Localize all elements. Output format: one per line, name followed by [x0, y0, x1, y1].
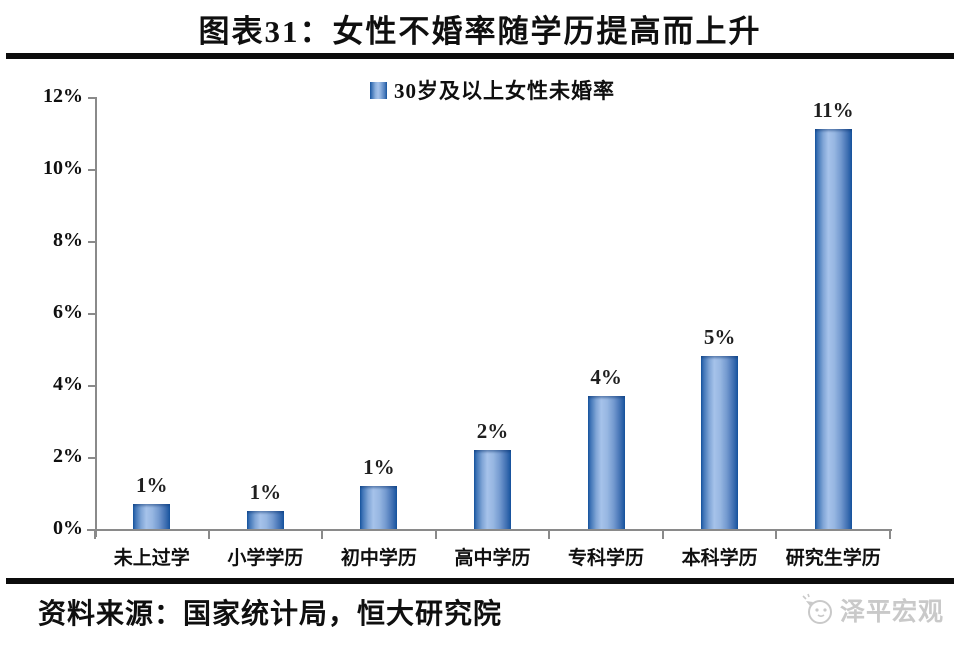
y-axis-label: 10% [43, 157, 83, 179]
bar-value-label: 1% [136, 472, 168, 497]
x-axis-category-label: 初中学历 [340, 548, 417, 569]
bar-value-label: 1% [363, 454, 395, 479]
x-axis-tick [889, 531, 891, 539]
bar-value-label: 4% [590, 364, 622, 389]
bar-未上过学 [133, 503, 171, 529]
x-axis-category-label: 未上过学 [113, 548, 190, 569]
x-axis-category-label: 研究生学历 [785, 548, 881, 569]
bar-value-label: 5% [703, 325, 736, 350]
chart-title: 图表31：女性不婚率随学历提高而上升 [198, 14, 762, 49]
x-axis-tick [548, 531, 551, 539]
bar-研究生学历 [814, 129, 852, 529]
bar-本科学历 [701, 356, 739, 529]
x-axis-tick [775, 531, 778, 539]
y-axis-line [95, 97, 97, 537]
y-axis-tick [88, 457, 95, 459]
y-axis-tick [88, 169, 95, 171]
bar-value-label: 1% [249, 480, 282, 504]
y-axis-tick [88, 241, 95, 243]
y-axis-label: 12% [43, 85, 83, 107]
watermark: 泽平宏观 [800, 592, 944, 628]
x-axis-category-label: 小学学历 [227, 548, 304, 569]
x-axis-tick [321, 531, 324, 539]
bar-高中学历 [474, 449, 511, 529]
x-axis-category-label: 专科学历 [568, 548, 645, 569]
y-axis-label: 4% [53, 373, 83, 395]
y-axis-tick [88, 313, 95, 315]
y-axis-label: 6% [53, 301, 83, 323]
x-axis-line [87, 529, 892, 531]
y-axis-tick [88, 97, 95, 99]
footer-divider [6, 578, 954, 584]
bar-小学学历 [246, 511, 284, 529]
bar-专科学历 [587, 395, 625, 529]
x-axis-tick [94, 531, 96, 539]
mascot-icon [802, 593, 832, 624]
title-divider [6, 53, 954, 59]
y-axis-tick [88, 529, 95, 531]
x-axis-category-label: 高中学历 [454, 548, 531, 569]
y-axis-label: 0% [53, 517, 83, 539]
chart-legend: 30岁及以上女性未婚率 [95, 78, 890, 103]
x-axis-tick [434, 531, 437, 539]
bar-value-label: 11% [812, 98, 854, 123]
x-axis-tick [661, 531, 664, 539]
y-axis-label: 2% [53, 445, 83, 467]
y-axis-label: 8% [53, 229, 83, 251]
x-axis-tick [207, 531, 210, 539]
watermark-text: 泽平宏观 [839, 599, 944, 626]
x-axis-category-label: 本科学历 [681, 548, 758, 569]
legend-label: 30岁及以上女性未婚率 [394, 79, 615, 103]
y-axis-tick [88, 385, 95, 387]
source-text: 资料来源：国家统计局，恒大研究院 [38, 599, 503, 630]
bar-value-label: 2% [476, 418, 509, 443]
bar-初中学历 [360, 485, 398, 529]
legend-swatch-icon [370, 81, 387, 99]
